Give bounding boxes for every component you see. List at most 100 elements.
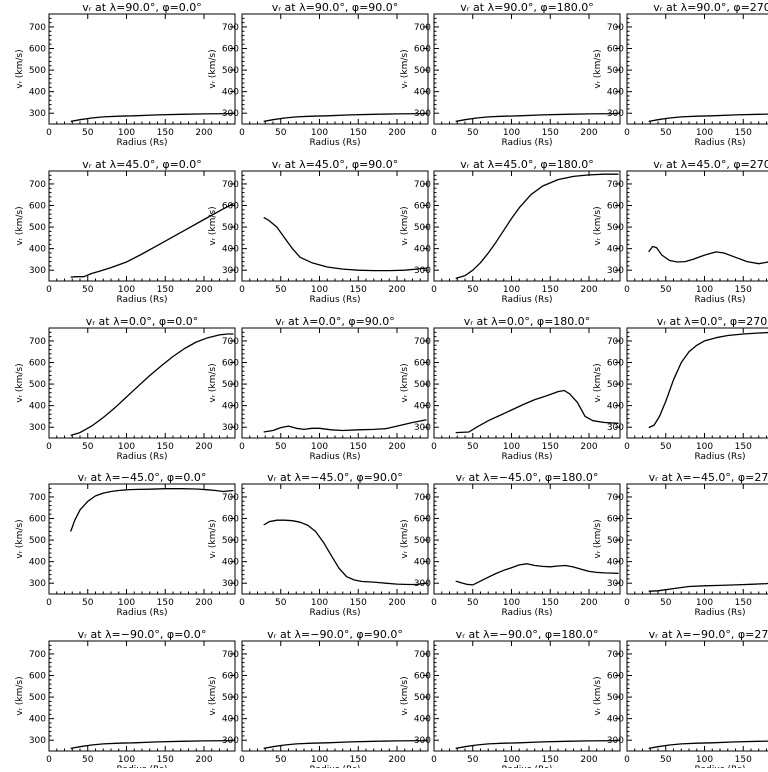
y-tick-label: 300 — [222, 579, 239, 589]
series-line — [70, 112, 234, 123]
y-tick-label: 300 — [607, 579, 624, 589]
x-tick-label: 0 — [239, 755, 245, 765]
y-tick-label: 400 — [29, 715, 46, 725]
x-axis-label: Radius (Rs) — [501, 295, 552, 305]
y-tick-label: 400 — [222, 88, 239, 98]
y-tick-label: 600 — [29, 202, 46, 212]
y-tick-label: 700 — [222, 23, 239, 33]
x-tick-label: 0 — [624, 598, 630, 608]
y-tick-label: 300 — [29, 266, 46, 276]
y-tick-label: 600 — [29, 45, 46, 55]
x-tick-label: 0 — [431, 755, 437, 765]
chart-panel: vᵣ at λ=45.0°, φ=180.0° 0 50 100 150 200 300 40… — [400, 158, 621, 305]
x-tick-label: 200 — [580, 128, 597, 138]
y-tick-label: 600 — [607, 202, 624, 212]
y-tick-label: 600 — [222, 515, 239, 525]
panel-title: vᵣ at λ=90.0°, φ=0.0° — [82, 1, 202, 14]
y-axis-label: vᵣ (km/s) — [400, 519, 410, 558]
y-tick-label: 300 — [414, 109, 431, 119]
series-line — [70, 202, 234, 278]
x-tick-label: 150 — [735, 755, 752, 765]
y-tick-label: 400 — [607, 715, 624, 725]
y-tick-label: 700 — [222, 650, 239, 660]
x-axis-label: Radius (Rs) — [116, 138, 167, 148]
y-tick-label: 400 — [414, 245, 431, 255]
y-axis-label: vᵣ (km/s) — [593, 49, 603, 88]
chart-panel: vᵣ at λ=−90.0°, φ=90.0° 0 50 100 150 200 300 40… — [208, 628, 429, 772]
y-tick-label: 600 — [414, 672, 431, 682]
x-axis-label: Radius (Rs) — [309, 295, 360, 305]
x-axis-label: Radius (Rs) — [116, 608, 167, 618]
x-tick-label: 100 — [311, 755, 328, 765]
y-axis-label: vᵣ (km/s) — [400, 49, 410, 88]
y-tick-label: 700 — [222, 493, 239, 503]
y-axis-label: vᵣ (km/s) — [15, 49, 25, 88]
y-axis-label: vᵣ (km/s) — [593, 206, 603, 245]
x-tick-label: 200 — [388, 755, 405, 765]
y-tick-label: 500 — [414, 380, 431, 390]
y-tick-label: 600 — [222, 202, 239, 212]
y-tick-label: 500 — [607, 380, 624, 390]
y-tick-label: 700 — [607, 493, 624, 503]
y-tick-label: 300 — [607, 736, 624, 746]
y-tick-label: 300 — [29, 736, 46, 746]
y-tick-label: 500 — [29, 380, 46, 390]
x-tick-label: 50 — [467, 128, 479, 138]
y-tick-label: 600 — [29, 359, 46, 369]
panel-title: vᵣ at λ=0.0°, φ=180.0° — [464, 315, 591, 328]
x-tick-label: 0 — [239, 285, 245, 295]
y-tick-label: 700 — [29, 337, 46, 347]
y-tick-label: 400 — [414, 558, 431, 568]
y-tick-label: 500 — [414, 223, 431, 233]
series-line — [263, 419, 427, 433]
y-tick-label: 700 — [414, 493, 431, 503]
y-tick-label: 400 — [414, 88, 431, 98]
chart-panel: vᵣ at λ=−45.0°, φ=0.0° 0 50 100 150 200 300 400… — [15, 471, 236, 618]
y-tick-label: 600 — [607, 45, 624, 55]
x-tick-label: 200 — [195, 755, 212, 765]
y-tick-label: 500 — [222, 693, 239, 703]
series-line — [648, 740, 768, 750]
y-tick-label: 400 — [29, 402, 46, 412]
chart-panel: vᵣ at λ=0.0°, φ=180.0° 0 50 100 150 200 300 400… — [400, 315, 621, 462]
panel-title: vᵣ at λ=45.0°, φ=270.0° — [653, 158, 768, 171]
y-tick-label: 300 — [29, 579, 46, 589]
panel-title: vᵣ at λ=90.0°, φ=180.0° — [460, 1, 594, 14]
plot-frame — [626, 640, 768, 752]
y-axis-label: vᵣ (km/s) — [15, 363, 25, 402]
y-tick-label: 700 — [414, 180, 431, 190]
y-tick-label: 600 — [414, 359, 431, 369]
x-tick-label: 50 — [82, 755, 94, 765]
panel-title: vᵣ at λ=−45.0°, φ=0.0° — [78, 471, 207, 484]
series-line — [455, 389, 619, 434]
x-tick-label: 100 — [503, 442, 520, 452]
x-tick-label: 150 — [350, 598, 367, 608]
chart-panel: vᵣ at λ=45.0°, φ=270.0°05010015020030040… — [593, 158, 768, 305]
y-tick-label: 700 — [607, 650, 624, 660]
y-tick-label: 300 — [29, 109, 46, 119]
chart-panel: vᵣ at λ=−45.0°, φ=90.0° 0 50 100 150 200 300 40… — [208, 471, 429, 618]
y-tick-label: 300 — [222, 266, 239, 276]
panel-title: vᵣ at λ=−90.0°, φ=90.0° — [267, 628, 403, 641]
series-line — [263, 112, 427, 123]
y-axis-label: vᵣ (km/s) — [208, 49, 218, 88]
y-tick-label: 500 — [29, 536, 46, 546]
y-tick-label: 600 — [29, 515, 46, 525]
y-axis-label: vᵣ (km/s) — [593, 676, 603, 715]
x-tick-label: 200 — [580, 442, 597, 452]
x-tick-label: 100 — [696, 442, 713, 452]
y-tick-label: 700 — [607, 337, 624, 347]
series-line — [263, 739, 427, 750]
x-tick-label: 50 — [467, 442, 479, 452]
y-tick-label: 400 — [29, 558, 46, 568]
x-axis-label: Radius (Rs) — [501, 608, 552, 618]
series-line — [648, 245, 768, 265]
y-tick-label: 500 — [29, 223, 46, 233]
y-tick-label: 400 — [222, 402, 239, 412]
x-tick-label: 0 — [239, 128, 245, 138]
x-tick-label: 50 — [82, 442, 94, 452]
chart-panel: vᵣ at λ=45.0°, φ=90.0° 0 50 100 150 200 300 400… — [208, 158, 429, 305]
x-tick-label: 100 — [118, 285, 135, 295]
